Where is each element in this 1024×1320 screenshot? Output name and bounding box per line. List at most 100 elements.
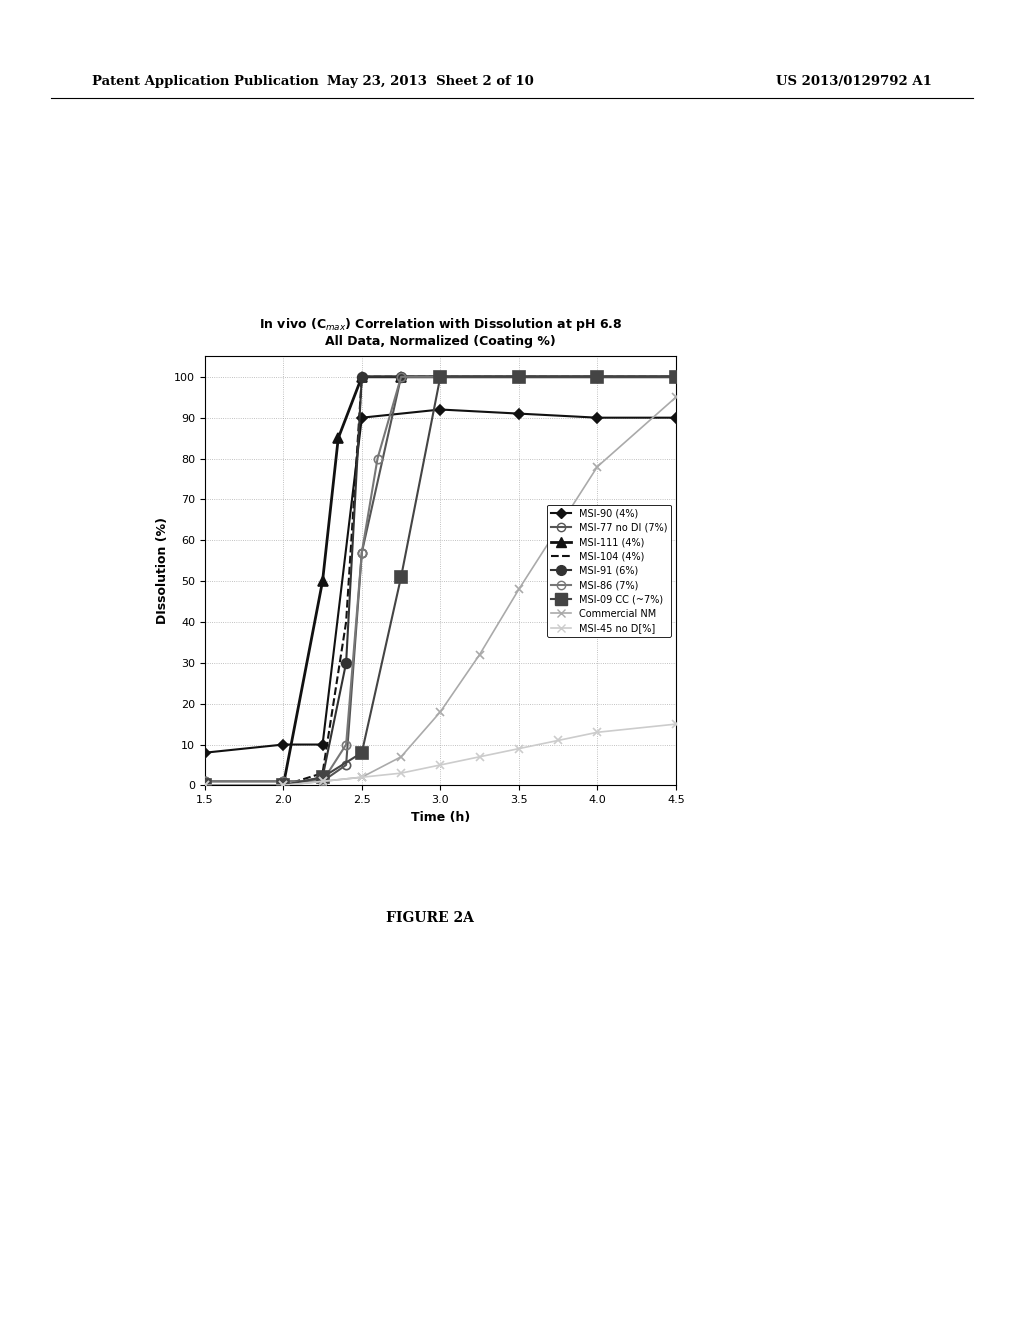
MSI-77 no DI (7%) [199,774,211,789]
Line: MSI-111 (4%): MSI-111 (4%) [200,372,681,791]
MSI-91 (6%) [355,368,368,384]
MSI-09 CC (~7%) [434,368,446,384]
Line: MSI-90 (4%): MSI-90 (4%) [202,407,679,756]
MSI-111 (4%) [332,430,344,446]
MSI-77 no DI (7%) [434,368,446,384]
MSI-77 no DI (7%) [316,774,329,789]
Title: In vivo (C$_{max}$) Correlation with Dissolution at pH 6.8
All Data, Normalized : In vivo (C$_{max}$) Correlation with Dis… [259,317,622,348]
MSI-104 (4%) [591,368,603,384]
MSI-91 (6%) [513,368,525,384]
MSI-90 (4%) [355,409,368,425]
MSI-91 (6%) [591,368,603,384]
Y-axis label: DIssolution (%): DIssolution (%) [156,517,169,624]
MSI-104 (4%) [355,368,368,384]
MSI-86 (7%) [434,368,446,384]
MSI-86 (7%) [372,450,384,466]
MSI-45 no D[%] [199,777,211,793]
MSI-104 (4%) [199,777,211,793]
MSI-09 CC (~7%) [316,770,329,785]
MSI-104 (4%) [670,368,682,384]
MSI-111 (4%) [670,368,682,384]
MSI-86 (7%) [355,545,368,561]
MSI-91 (6%) [434,368,446,384]
MSI-45 no D[%] [552,733,564,748]
Line: MSI-45 no D[%]: MSI-45 no D[%] [201,719,680,789]
Line: Commercial NM: Commercial NM [201,393,680,789]
Commercial NM [355,770,368,785]
Line: MSI-09 CC (~7%): MSI-09 CC (~7%) [200,371,681,791]
Commercial NM [434,704,446,719]
MSI-77 no DI (7%) [591,368,603,384]
MSI-86 (7%) [199,774,211,789]
Commercial NM [473,647,485,663]
MSI-45 no D[%] [355,770,368,785]
MSI-111 (4%) [434,368,446,384]
MSI-104 (4%) [278,777,290,793]
Commercial NM [591,459,603,475]
MSI-86 (7%) [670,368,682,384]
MSI-111 (4%) [395,368,408,384]
MSI-77 no DI (7%) [670,368,682,384]
MSI-45 no D[%] [395,766,408,781]
MSI-77 no DI (7%) [395,368,408,384]
MSI-86 (7%) [278,774,290,789]
MSI-86 (7%) [395,368,408,384]
MSI-77 no DI (7%) [340,758,352,774]
MSI-111 (4%) [513,368,525,384]
MSI-90 (4%) [513,405,525,421]
MSI-09 CC (~7%) [355,744,368,760]
Commercial NM [316,774,329,789]
MSI-104 (4%) [395,368,408,384]
MSI-90 (4%) [199,744,211,760]
MSI-45 no D[%] [473,748,485,764]
MSI-45 no D[%] [670,717,682,733]
MSI-86 (7%) [591,368,603,384]
MSI-45 no D[%] [316,774,329,789]
MSI-90 (4%) [670,409,682,425]
MSI-91 (6%) [395,368,408,384]
Commercial NM [199,777,211,793]
MSI-77 no DI (7%) [355,545,368,561]
MSI-09 CC (~7%) [395,569,408,585]
Line: MSI-91 (6%): MSI-91 (6%) [200,372,681,791]
MSI-86 (7%) [513,368,525,384]
MSI-91 (6%) [670,368,682,384]
Commercial NM [395,748,408,764]
MSI-09 CC (~7%) [670,368,682,384]
MSI-91 (6%) [278,777,290,793]
MSI-86 (7%) [316,774,329,789]
MSI-09 CC (~7%) [513,368,525,384]
MSI-111 (4%) [199,777,211,793]
MSI-45 no D[%] [591,725,603,741]
MSI-45 no D[%] [278,777,290,793]
MSI-111 (4%) [355,368,368,384]
MSI-09 CC (~7%) [278,777,290,793]
Commercial NM [278,777,290,793]
Line: MSI-104 (4%): MSI-104 (4%) [205,376,676,785]
MSI-104 (4%) [434,368,446,384]
MSI-09 CC (~7%) [199,777,211,793]
Commercial NM [670,389,682,405]
MSI-91 (6%) [199,777,211,793]
MSI-90 (4%) [316,737,329,752]
MSI-111 (4%) [278,777,290,793]
MSI-111 (4%) [316,573,329,589]
Text: Patent Application Publication: Patent Application Publication [92,75,318,88]
MSI-91 (6%) [316,770,329,785]
MSI-104 (4%) [513,368,525,384]
Text: FIGURE 2A: FIGURE 2A [386,911,474,925]
Text: US 2013/0129792 A1: US 2013/0129792 A1 [776,75,932,88]
MSI-45 no D[%] [434,758,446,774]
MSI-90 (4%) [278,737,290,752]
MSI-91 (6%) [340,655,352,671]
MSI-104 (4%) [340,614,352,630]
Commercial NM [513,581,525,597]
MSI-09 CC (~7%) [591,368,603,384]
MSI-104 (4%) [316,766,329,781]
MSI-86 (7%) [340,737,352,752]
MSI-111 (4%) [591,368,603,384]
MSI-90 (4%) [434,401,446,417]
Legend: MSI-90 (4%), MSI-77 no DI (7%), MSI-111 (4%), MSI-104 (4%), MSI-91 (6%), MSI-86 : MSI-90 (4%), MSI-77 no DI (7%), MSI-111 … [548,504,671,638]
X-axis label: Time (h): Time (h) [411,810,470,824]
Commercial NM [552,520,564,536]
